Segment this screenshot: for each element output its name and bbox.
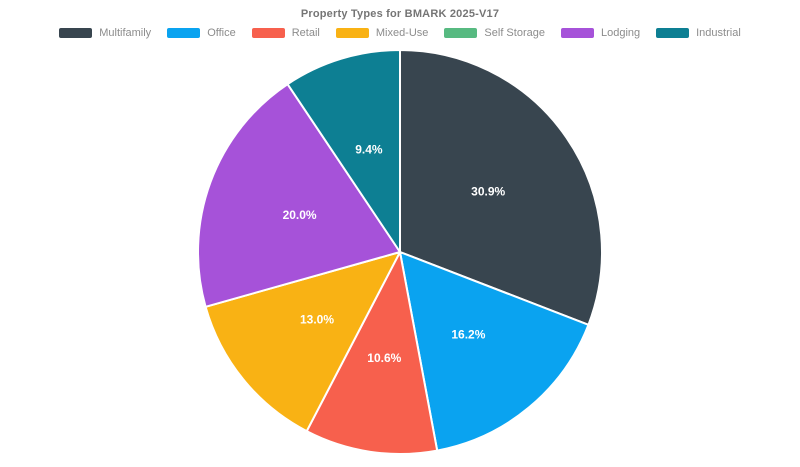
legend-item-lodging[interactable]: Lodging [560, 27, 641, 39]
legend-label-industrial: Industrial [696, 27, 741, 39]
slice-label-multifamily: 30.9% [471, 185, 505, 199]
pie-slice-retail[interactable] [305, 251, 439, 455]
slice-label-office: 16.2% [451, 327, 485, 341]
legend-label-mixed-use: Mixed-Use [375, 27, 429, 39]
legend-item-retail[interactable]: Retail [251, 27, 320, 39]
slice-label-retail: 10.6% [367, 351, 401, 365]
pie-slice-industrial[interactable] [286, 49, 401, 253]
legend-item-industrial[interactable]: Industrial [656, 27, 741, 39]
legend-swatch-multifamily [59, 28, 93, 38]
legend-swatch-lodging [560, 28, 594, 38]
pie-slice-office[interactable] [399, 251, 590, 452]
legend-swatch-retail [251, 28, 285, 38]
chart-legend: Multifamily Office Retail Mixed-Use Self Sto… [0, 27, 800, 39]
pie-slice-mixed-use[interactable] [204, 251, 401, 433]
legend-swatch-office [167, 28, 201, 38]
chart-title: Property Types for BMARK 2025-V17 [300, 8, 500, 20]
legend-label-retail: Retail [291, 27, 320, 39]
legend-item-office[interactable]: Office [167, 27, 236, 39]
legend-label-self-storage: Self Storage [484, 27, 545, 39]
legend-label-multifamily: Multifamily [99, 27, 152, 39]
legend-label-office: Office [207, 27, 236, 39]
legend-swatch-industrial [656, 28, 690, 38]
legend-item-mixed-use[interactable]: Mixed-Use [335, 27, 429, 39]
slice-label-mixed-use: 13.0% [300, 313, 334, 327]
legend-swatch-mixed-use [335, 28, 369, 38]
legend-item-multifamily[interactable]: Multifamily [59, 27, 151, 39]
legend-item-self-storage[interactable]: Self Storage [444, 27, 545, 39]
legend-swatch-self-storage [444, 28, 478, 38]
pie-slice-multifamily[interactable] [399, 49, 603, 326]
pie-slice-lodging[interactable] [197, 83, 401, 308]
legend-label-lodging: Lodging [600, 27, 641, 39]
slice-label-lodging: 20.0% [283, 208, 317, 222]
slice-label-industrial: 9.4% [355, 143, 383, 157]
